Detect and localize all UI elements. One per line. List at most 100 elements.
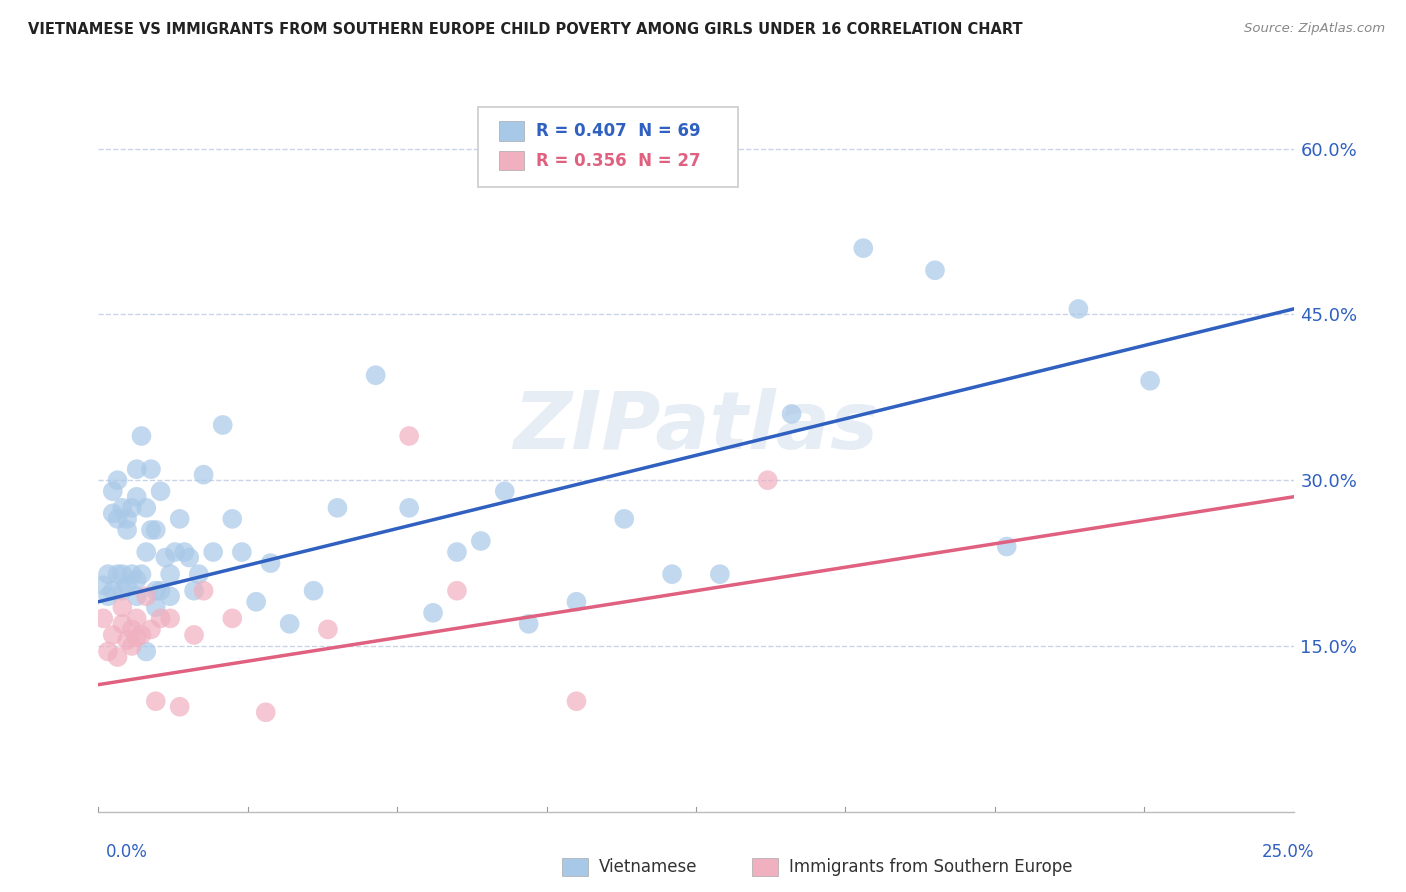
Point	[145, 600, 167, 615]
Point	[613, 512, 636, 526]
Point	[131, 628, 153, 642]
Point	[398, 429, 420, 443]
Point	[159, 589, 181, 603]
Text: Vietnamese: Vietnamese	[599, 858, 697, 876]
Text: 0.0%: 0.0%	[105, 843, 148, 861]
Point	[211, 417, 233, 432]
Point	[111, 616, 134, 631]
Point	[131, 429, 153, 443]
Point	[221, 512, 243, 526]
Point	[121, 623, 143, 637]
Point	[193, 467, 215, 482]
Point	[565, 595, 588, 609]
Point	[139, 523, 162, 537]
Point	[446, 545, 468, 559]
Point	[125, 630, 148, 644]
Point	[155, 550, 177, 565]
Point	[125, 573, 148, 587]
Point	[924, 263, 946, 277]
Point	[121, 500, 143, 515]
Point	[115, 523, 138, 537]
Point	[780, 407, 803, 421]
Point	[852, 241, 875, 255]
Point	[149, 484, 172, 499]
Point	[131, 567, 153, 582]
Point	[1067, 301, 1090, 316]
Point	[398, 500, 420, 515]
Point	[111, 567, 134, 582]
Point	[107, 567, 129, 582]
Point	[101, 507, 124, 521]
Point	[709, 567, 731, 582]
Point	[97, 644, 120, 658]
Point	[179, 550, 201, 565]
Point	[193, 583, 215, 598]
Point	[107, 473, 129, 487]
Point	[101, 484, 124, 499]
Point	[97, 589, 120, 603]
Point	[135, 545, 157, 559]
Point	[364, 368, 387, 383]
Point	[111, 500, 134, 515]
Point	[163, 545, 186, 559]
Point	[101, 583, 124, 598]
Point	[202, 545, 225, 559]
Point	[101, 628, 124, 642]
Text: Source: ZipAtlas.com: Source: ZipAtlas.com	[1244, 22, 1385, 36]
Point	[245, 595, 267, 609]
Point	[169, 699, 191, 714]
Point	[159, 611, 181, 625]
Text: R = 0.356  N = 27: R = 0.356 N = 27	[536, 152, 700, 169]
Point	[661, 567, 683, 582]
Point	[135, 644, 157, 658]
Point	[517, 616, 540, 631]
Point	[756, 473, 779, 487]
Point	[259, 556, 281, 570]
Point	[149, 583, 172, 598]
Text: VIETNAMESE VS IMMIGRANTS FROM SOUTHERN EUROPE CHILD POVERTY AMONG GIRLS UNDER 16: VIETNAMESE VS IMMIGRANTS FROM SOUTHERN E…	[28, 22, 1022, 37]
Point	[995, 540, 1018, 554]
Point	[91, 611, 114, 625]
Point	[145, 583, 167, 598]
Point	[125, 490, 148, 504]
Point	[326, 500, 349, 515]
Point	[446, 583, 468, 598]
Point	[115, 633, 138, 648]
Point	[422, 606, 444, 620]
Point	[231, 545, 253, 559]
Point	[565, 694, 588, 708]
Point	[183, 583, 205, 598]
Point	[221, 611, 243, 625]
Point	[139, 623, 162, 637]
Point	[115, 512, 138, 526]
Point	[107, 650, 129, 665]
Point	[302, 583, 325, 598]
Point	[494, 484, 516, 499]
Text: ZIPatlas: ZIPatlas	[513, 388, 879, 466]
Point	[125, 611, 148, 625]
Point	[91, 578, 114, 592]
Point	[125, 589, 148, 603]
Point	[254, 706, 277, 720]
Point	[111, 600, 134, 615]
Point	[1139, 374, 1161, 388]
Point	[183, 628, 205, 642]
Point	[107, 512, 129, 526]
Point	[159, 567, 181, 582]
Point	[278, 616, 301, 631]
Point	[187, 567, 209, 582]
Point	[125, 462, 148, 476]
Point	[316, 623, 339, 637]
Text: Immigrants from Southern Europe: Immigrants from Southern Europe	[789, 858, 1073, 876]
Point	[135, 589, 157, 603]
Point	[470, 533, 492, 548]
Point	[135, 500, 157, 515]
Point	[149, 611, 172, 625]
Point	[121, 639, 143, 653]
Point	[139, 462, 162, 476]
Point	[145, 523, 167, 537]
Point	[97, 567, 120, 582]
Text: 25.0%: 25.0%	[1263, 843, 1315, 861]
Point	[121, 567, 143, 582]
Point	[145, 694, 167, 708]
